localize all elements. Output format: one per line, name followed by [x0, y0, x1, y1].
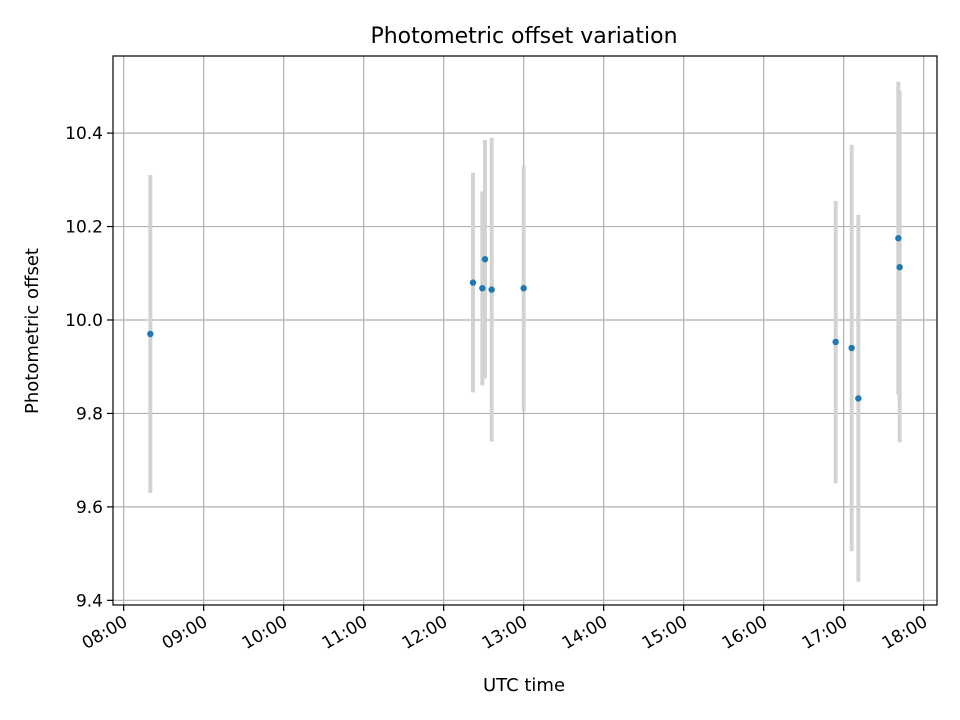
- y-tick-label: 10.0: [65, 311, 103, 331]
- data-point: [832, 338, 839, 346]
- data-points: [147, 235, 903, 402]
- data-point: [147, 330, 154, 338]
- plot-frame: [112, 55, 938, 606]
- y-tick-label: 9.4: [76, 591, 103, 611]
- data-point: [481, 256, 489, 263]
- data-point: [895, 235, 902, 242]
- data-point: [896, 263, 903, 271]
- data-point: [520, 285, 527, 292]
- data-point: [488, 286, 495, 293]
- x-axis-label: UTC time: [483, 675, 565, 696]
- data-point: [479, 285, 486, 292]
- y-tick-label: 9.8: [76, 404, 103, 424]
- y-tick-label: 10.4: [65, 124, 103, 144]
- data-point: [848, 344, 855, 352]
- y-tick-label: 10.2: [65, 218, 103, 238]
- data-point: [855, 395, 862, 402]
- y-axis-label: Photometric offset: [22, 248, 43, 414]
- chart-title: Photometric offset variation: [370, 24, 677, 49]
- data-point: [469, 279, 477, 286]
- y-tick-label: 9.6: [76, 498, 103, 518]
- y-axis-ticks: 9.4 9.6 9.8 10.0 10.2 10.4: [65, 124, 113, 611]
